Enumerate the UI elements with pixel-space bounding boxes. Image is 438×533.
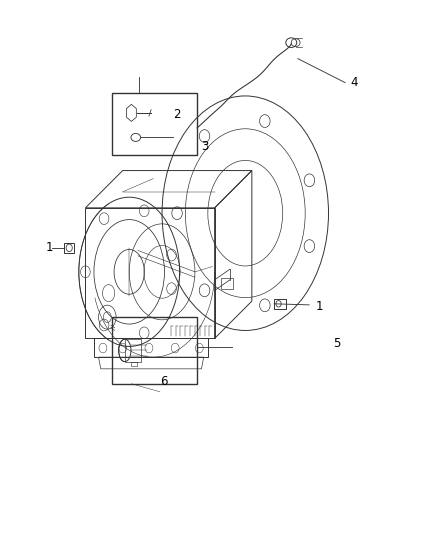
Bar (112, 317, 197, 384)
Text: 3: 3 (201, 140, 209, 153)
Text: 4: 4 (350, 76, 358, 89)
Text: 1: 1 (315, 300, 323, 313)
Text: 5: 5 (333, 337, 340, 350)
Text: 6: 6 (160, 375, 167, 387)
Bar (221, 278, 233, 289)
Text: 1: 1 (46, 241, 53, 254)
Bar (125, 340, 141, 361)
Bar (64, 243, 74, 253)
Text: 2: 2 (173, 108, 180, 121)
Bar (274, 299, 286, 309)
Bar (112, 93, 197, 155)
